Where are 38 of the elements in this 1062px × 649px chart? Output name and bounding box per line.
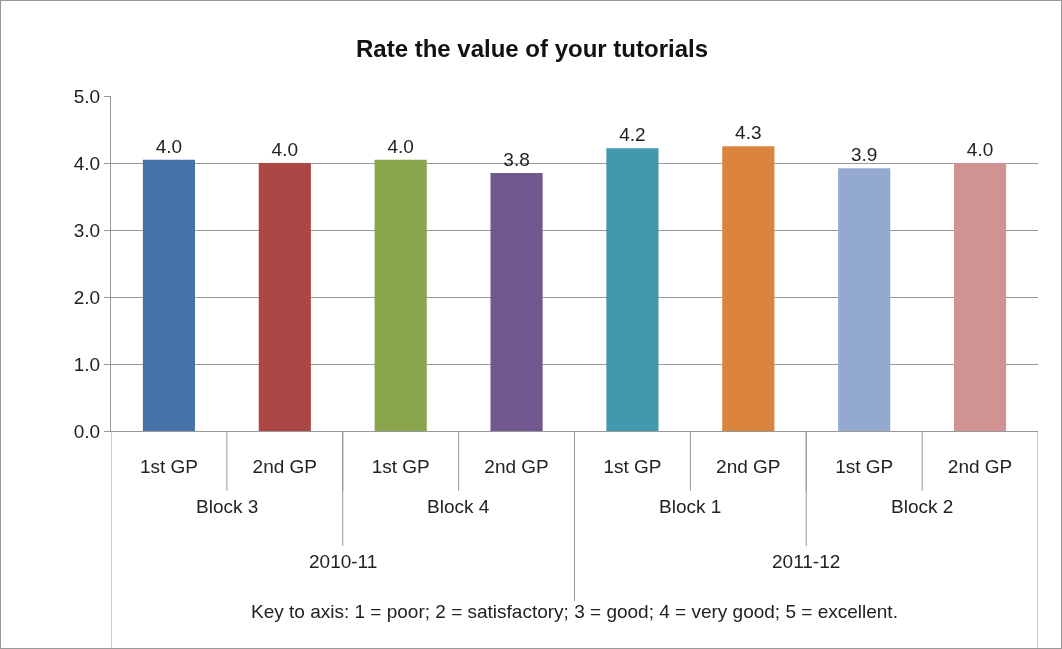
chart-title: Rate the value of your tutorials [355, 35, 709, 63]
x-tick-label: 1st GP [371, 455, 430, 477]
text: Block 3 [196, 496, 259, 517]
y-tick-label: 3.0 [73, 219, 101, 241]
data-label: 4.0 [155, 135, 183, 157]
text: 2011-12 [772, 551, 841, 572]
y-tick-label: 2.0 [73, 286, 101, 308]
data-label: 4.0 [966, 139, 994, 160]
text: Key to axis: 1 = poor; 2 = satisfactory; 3 = good; 4 = very good; 5 = excellent. [251, 601, 898, 622]
y-tick-label: 4.0 [73, 152, 101, 174]
x-tick-label: 2nd GP [947, 455, 1013, 477]
text: 2010-11 [309, 551, 378, 572]
x-tick-label: 2nd GP [484, 455, 549, 477]
text: Block 2 [891, 496, 954, 517]
x-tick-label: 2nd GP [252, 455, 318, 477]
data-label: 4.0 [387, 135, 414, 157]
bar [722, 146, 775, 431]
x-tick-label: 1st GP [139, 455, 198, 477]
y-tick-label: 1.0 [73, 353, 101, 375]
data-label: 4.3 [735, 122, 762, 144]
y-tick-label: 0.0 [73, 420, 101, 442]
bar [606, 148, 659, 431]
x-tick-label: 1st GP [603, 455, 662, 477]
bar [838, 168, 891, 431]
text: Block 1 [659, 496, 722, 517]
bar [258, 163, 311, 431]
data-label: 4.2 [619, 124, 646, 146]
bar [374, 159, 427, 431]
y-tick-label: 5.0 [73, 85, 101, 107]
bar [490, 173, 543, 431]
x-tick-label: 1st GP [835, 455, 894, 477]
bar [953, 163, 1007, 431]
data-label: 4.0 [271, 139, 299, 160]
bar [142, 159, 196, 431]
data-label: 3.9 [850, 144, 878, 166]
data-label: 3.8 [503, 149, 530, 171]
text: Block 4 [427, 496, 490, 517]
x-tick-label: 2nd GP [716, 455, 781, 477]
